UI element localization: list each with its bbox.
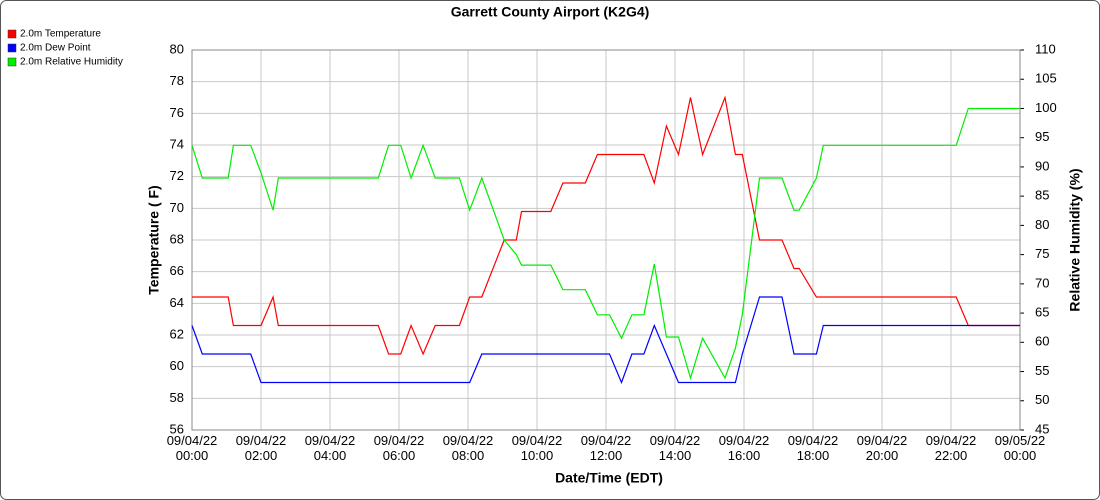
chart-title: Garrett County Airport (K2G4): [451, 4, 650, 20]
series-line: [192, 95, 1020, 356]
x-tick-label: 09/04/22 04:00: [305, 433, 356, 463]
x-tick-label: 09/04/22 18:00: [788, 433, 839, 463]
x-tick-label: 09/05/22 00:00: [995, 433, 1046, 463]
y-tick-label: 66: [170, 263, 184, 278]
y-axis-label: Temperature ( F): [146, 185, 162, 294]
y2-tick-label: 50: [1035, 392, 1049, 407]
x-tick-label: 09/04/22 20:00: [857, 433, 908, 463]
y2-tick-label: 95: [1035, 129, 1049, 144]
y2-tick-label: 100: [1035, 100, 1057, 115]
x-tick-label: 09/04/22 12:00: [581, 433, 632, 463]
y-tick-label: 78: [170, 73, 184, 88]
y-tick-label: 76: [170, 105, 184, 120]
y-tick-label: 74: [170, 136, 184, 151]
legend-swatch: [7, 29, 17, 39]
legend-label: 2.0m Dew Point: [20, 43, 91, 54]
y2-tick-label: 70: [1035, 275, 1049, 290]
x-tick-label: 09/04/22 10:00: [512, 433, 563, 463]
y-tick-label: 72: [170, 168, 184, 183]
y-tick-label: 62: [170, 326, 184, 341]
y2-axis-label: Relative Humidity (%): [1067, 168, 1083, 311]
legend-swatch: [7, 57, 17, 67]
legend-label: 2.0m Relative Humidity: [20, 57, 123, 68]
y-tick-label: 80: [170, 41, 184, 56]
y2-tick-label: 55: [1035, 363, 1049, 378]
legend-label: 2.0m Temperature: [20, 29, 101, 40]
y2-tick-label: 60: [1035, 334, 1049, 349]
y-tick-label: 68: [170, 231, 184, 246]
y-tick-label: 60: [170, 358, 184, 373]
y-tick-label: 56: [170, 421, 184, 436]
x-tick-label: 09/04/22 02:00: [236, 433, 287, 463]
x-axis-label: Date/Time (EDT): [555, 470, 663, 486]
legend-swatch: [7, 43, 17, 53]
y2-tick-label: 45: [1035, 421, 1049, 436]
x-tick-label: 09/04/22 08:00: [443, 433, 494, 463]
x-tick-label: 09/04/22 06:00: [374, 433, 425, 463]
y2-tick-label: 110: [1035, 41, 1056, 56]
x-tick-label: 09/04/22 00:00: [167, 433, 218, 463]
y-tick-label: 70: [170, 200, 184, 215]
y-tick-label: 64: [170, 295, 184, 310]
y2-tick-label: 105: [1035, 71, 1057, 86]
y2-tick-label: 85: [1035, 188, 1049, 203]
y-tick-label: 58: [170, 390, 184, 405]
plot-frame: [191, 49, 1021, 431]
y2-tick-label: 90: [1035, 158, 1049, 173]
x-tick-label: 09/04/22 16:00: [719, 433, 770, 463]
series-line: [191, 107, 1020, 381]
x-tick-label: 09/04/22 14:00: [650, 433, 701, 463]
series-line: [191, 296, 1020, 385]
y2-tick-label: 75: [1035, 246, 1049, 261]
y2-tick-label: 65: [1035, 305, 1049, 320]
y2-tick-label: 80: [1035, 217, 1049, 232]
x-tick-label: 09/04/22 22:00: [926, 433, 977, 463]
